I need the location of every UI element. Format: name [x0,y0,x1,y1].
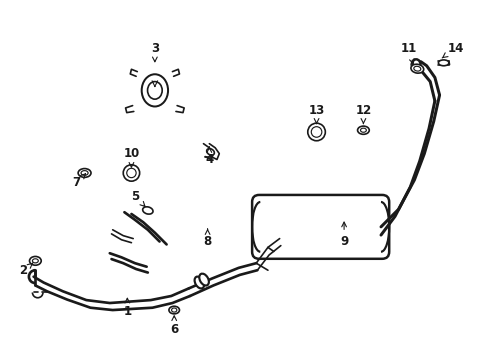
Ellipse shape [147,82,162,99]
Ellipse shape [29,256,41,265]
Ellipse shape [438,60,448,66]
Ellipse shape [126,168,136,177]
Text: 3: 3 [150,42,159,62]
Ellipse shape [311,127,321,137]
Text: 4: 4 [205,147,213,166]
Text: 5: 5 [131,190,145,206]
Text: 2: 2 [20,263,33,277]
Ellipse shape [307,123,325,141]
Ellipse shape [168,306,179,314]
Text: 8: 8 [203,229,211,248]
Text: 1: 1 [123,298,131,318]
Ellipse shape [142,74,168,107]
Text: 14: 14 [441,42,463,58]
Ellipse shape [123,165,140,181]
Text: 11: 11 [400,42,416,64]
Text: 6: 6 [170,316,178,336]
Ellipse shape [171,308,177,312]
Text: 10: 10 [123,147,139,167]
Ellipse shape [410,64,423,73]
Ellipse shape [206,149,214,155]
Ellipse shape [413,66,420,71]
Ellipse shape [199,274,208,285]
Text: 12: 12 [355,104,371,123]
Ellipse shape [194,276,204,288]
Text: 13: 13 [308,104,324,123]
Text: 7: 7 [72,174,85,189]
Ellipse shape [78,168,91,177]
Ellipse shape [360,128,366,132]
Ellipse shape [357,126,368,134]
Ellipse shape [32,259,38,263]
Ellipse shape [142,207,153,214]
FancyBboxPatch shape [252,195,388,259]
Text: 9: 9 [339,222,347,248]
Ellipse shape [81,171,88,175]
